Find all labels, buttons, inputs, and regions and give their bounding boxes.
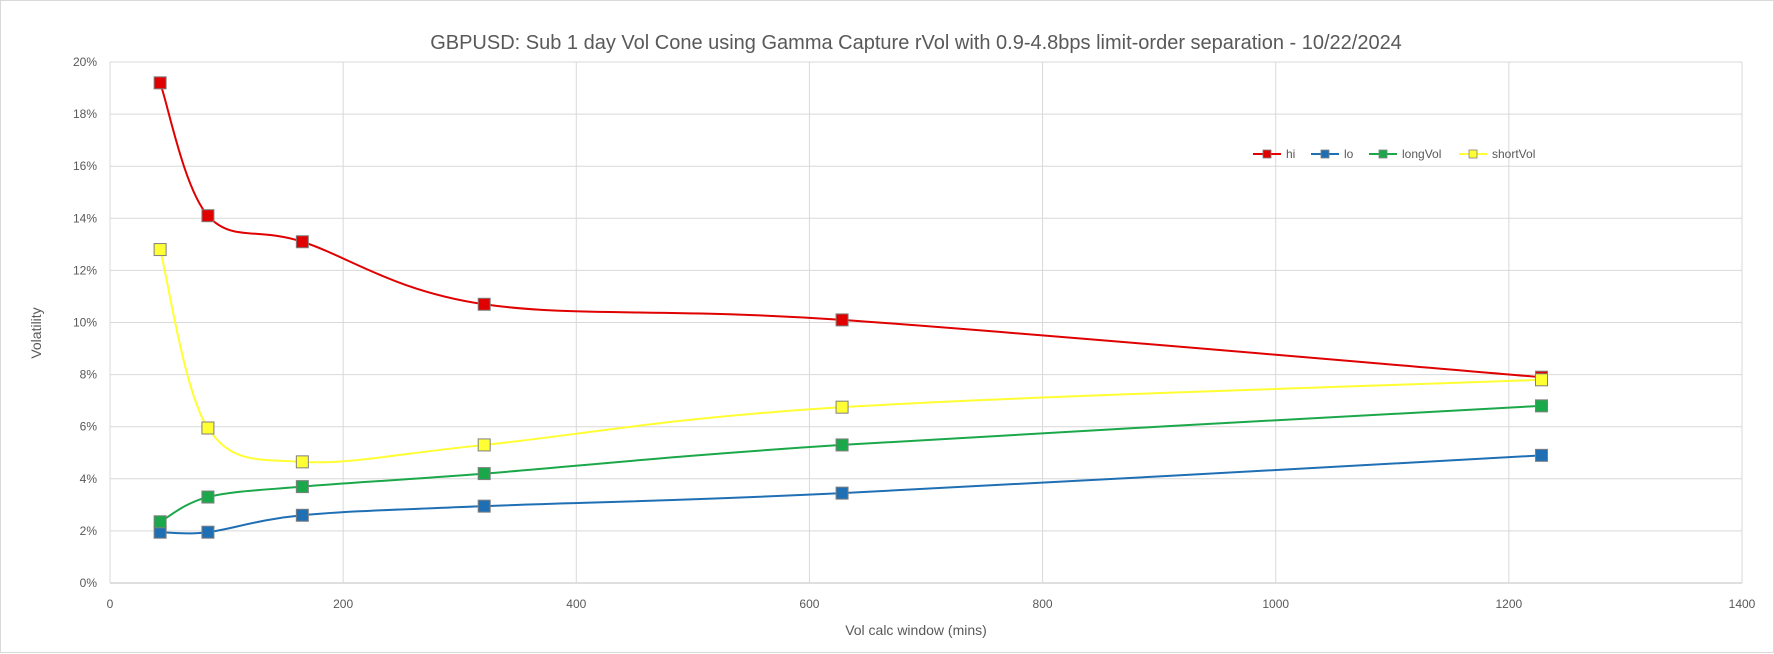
- data-point-shortVol: [477, 438, 491, 452]
- x-tick-label: 0: [107, 597, 114, 611]
- legend-marker-longVol: [1378, 149, 1388, 159]
- data-point-longVol: [295, 480, 309, 494]
- y-tick-label: 12%: [73, 263, 97, 277]
- data-point-hi: [153, 76, 167, 90]
- y-tick-label: 16%: [73, 159, 97, 173]
- data-point-lo: [477, 499, 491, 513]
- y-tick-labels: 0% 2% 4% 6% 8% 10% 12% 14% 16% 18% 20%: [73, 55, 97, 590]
- series-lines: [159, 82, 1542, 535]
- chart-title: GBPUSD: Sub 1 day Vol Cone using Gamma C…: [430, 32, 1402, 54]
- y-tick-label: 18%: [73, 107, 97, 121]
- series-line-hi: [159, 82, 1542, 379]
- data-point-longVol: [1534, 399, 1548, 413]
- data-point-lo: [835, 486, 849, 500]
- data-point-longVol: [477, 467, 491, 481]
- data-point-shortVol: [1534, 373, 1548, 387]
- y-tick-label: 0%: [80, 576, 98, 590]
- data-point-longVol: [201, 490, 215, 504]
- legend-label-longVol: longVol: [1402, 147, 1441, 161]
- data-point-shortVol: [835, 400, 849, 414]
- x-tick-label: 1200: [1496, 597, 1523, 611]
- series-line-longVol: [159, 404, 1542, 523]
- y-tick-label: 10%: [73, 316, 97, 330]
- y-tick-label: 6%: [80, 420, 98, 434]
- data-point-hi: [835, 313, 849, 327]
- y-tick-label: 20%: [73, 55, 97, 69]
- data-point-longVol: [153, 515, 167, 529]
- data-point-lo: [201, 525, 215, 539]
- data-point-lo: [295, 508, 309, 522]
- series-line-lo: [160, 454, 1542, 535]
- gridlines: [109, 61, 1743, 584]
- legend: hi lo longVol shortVol: [1253, 147, 1535, 161]
- legend-label-hi: hi: [1286, 147, 1295, 161]
- series-line-shortVol: [159, 249, 1542, 464]
- data-point-shortVol: [153, 243, 167, 257]
- data-point-hi: [477, 297, 491, 311]
- data-point-longVol: [835, 438, 849, 452]
- legend-label-lo: lo: [1344, 147, 1354, 161]
- x-axis-title: Vol calc window (mins): [845, 622, 987, 638]
- x-tick-label: 1000: [1262, 597, 1289, 611]
- y-tick-label: 8%: [80, 368, 98, 382]
- data-point-hi: [295, 235, 309, 249]
- y-tick-label: 14%: [73, 211, 97, 225]
- x-tick-label: 800: [1033, 597, 1053, 611]
- data-point-shortVol: [201, 421, 215, 435]
- x-tick-label: 1400: [1729, 597, 1756, 611]
- legend-label-shortVol: shortVol: [1492, 147, 1535, 161]
- x-tick-label: 400: [566, 597, 586, 611]
- x-tick-labels: 0 200 400 600 800 1000 1200 1400: [107, 597, 1756, 611]
- legend-marker-hi: [1262, 149, 1272, 159]
- y-axis-title: Volatility: [28, 307, 44, 358]
- data-point-hi: [201, 209, 215, 223]
- legend-marker-lo: [1320, 149, 1330, 159]
- data-point-shortVol: [295, 455, 309, 469]
- x-tick-label: 600: [799, 597, 819, 611]
- x-tick-label: 200: [333, 597, 353, 611]
- y-tick-label: 4%: [80, 472, 98, 486]
- y-tick-label: 2%: [80, 524, 98, 538]
- data-point-lo: [1534, 448, 1548, 462]
- series-markers: [153, 76, 1548, 539]
- legend-marker-shortVol: [1468, 149, 1478, 159]
